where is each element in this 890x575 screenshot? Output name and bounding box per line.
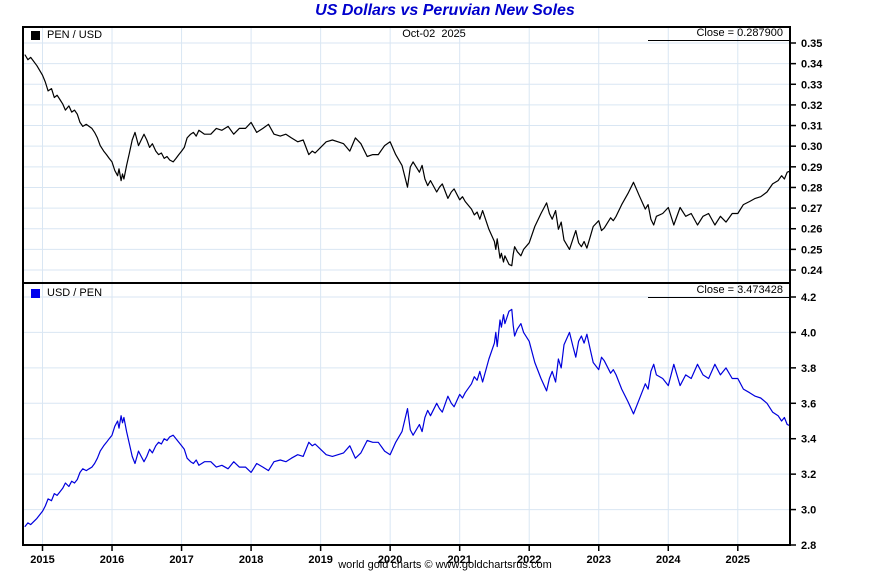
pen-usd-line [24, 54, 791, 267]
usd-pen-legend-swatch-icon [31, 288, 40, 298]
x-tick-label: 2017 [169, 554, 193, 566]
top-close-label: Close = 0.287900 [648, 27, 790, 41]
x-tick-label: 2021 [447, 554, 471, 566]
y-tick-label: 3.0 [801, 505, 816, 517]
bottom-panel-legend: USD / PEN [31, 287, 102, 299]
y-tick-label: 3.4 [801, 434, 817, 446]
x-tick-label: 2024 [656, 554, 681, 566]
chart-title: US Dollars vs Peruvian New Soles [315, 2, 575, 19]
x-tick-label: 2016 [100, 554, 124, 566]
y-tick-label: 0.28 [801, 182, 822, 194]
y-tick-label: 0.33 [801, 79, 822, 91]
close-date-label: Oct-02 2025 [402, 28, 466, 40]
y-tick-label: 0.29 [801, 162, 822, 174]
y-tick-label: 0.32 [801, 100, 822, 112]
y-tick-label: 3.6 [801, 398, 816, 410]
bottom-close-label: Close = 3.473428 [648, 284, 790, 298]
chart-border [22, 26, 791, 546]
y-tick-label: 0.25 [801, 244, 822, 256]
pen-usd-legend-label: PEN / USD [47, 29, 103, 41]
usd-pen-legend-label: USD / PEN [47, 287, 103, 299]
y-tick-label: 3.2 [801, 469, 816, 481]
x-tick-label: 2022 [517, 554, 541, 566]
y-tick-label: 3.8 [801, 363, 816, 375]
x-tick-label: 2023 [586, 554, 610, 566]
x-tick-label: 2015 [30, 554, 54, 566]
y-tick-label: 4.2 [801, 292, 816, 304]
y-tick-label: 0.26 [801, 224, 822, 236]
y-tick-label: 0.30 [801, 141, 822, 153]
y-tick-label: 0.27 [801, 203, 822, 215]
y-tick-label: 2.8 [801, 540, 816, 552]
y-tick-label: 4.0 [801, 327, 816, 339]
y-tick-label: 0.24 [801, 265, 823, 277]
y-tick-label: 0.34 [801, 59, 823, 71]
y-tick-label: 0.35 [801, 38, 822, 50]
x-tick-label: 2020 [378, 554, 402, 566]
top-panel-legend: PEN / USD [31, 29, 102, 41]
x-tick-label: 2025 [726, 554, 750, 566]
x-tick-label: 2019 [308, 554, 332, 566]
y-tick-label: 0.31 [801, 121, 822, 133]
x-tick-label: 2018 [239, 554, 263, 566]
pen-usd-legend-swatch-icon [31, 30, 40, 40]
footer-credit: world gold charts © www.goldchartsrus.co… [338, 559, 552, 571]
usd-pen-line [24, 308, 791, 528]
